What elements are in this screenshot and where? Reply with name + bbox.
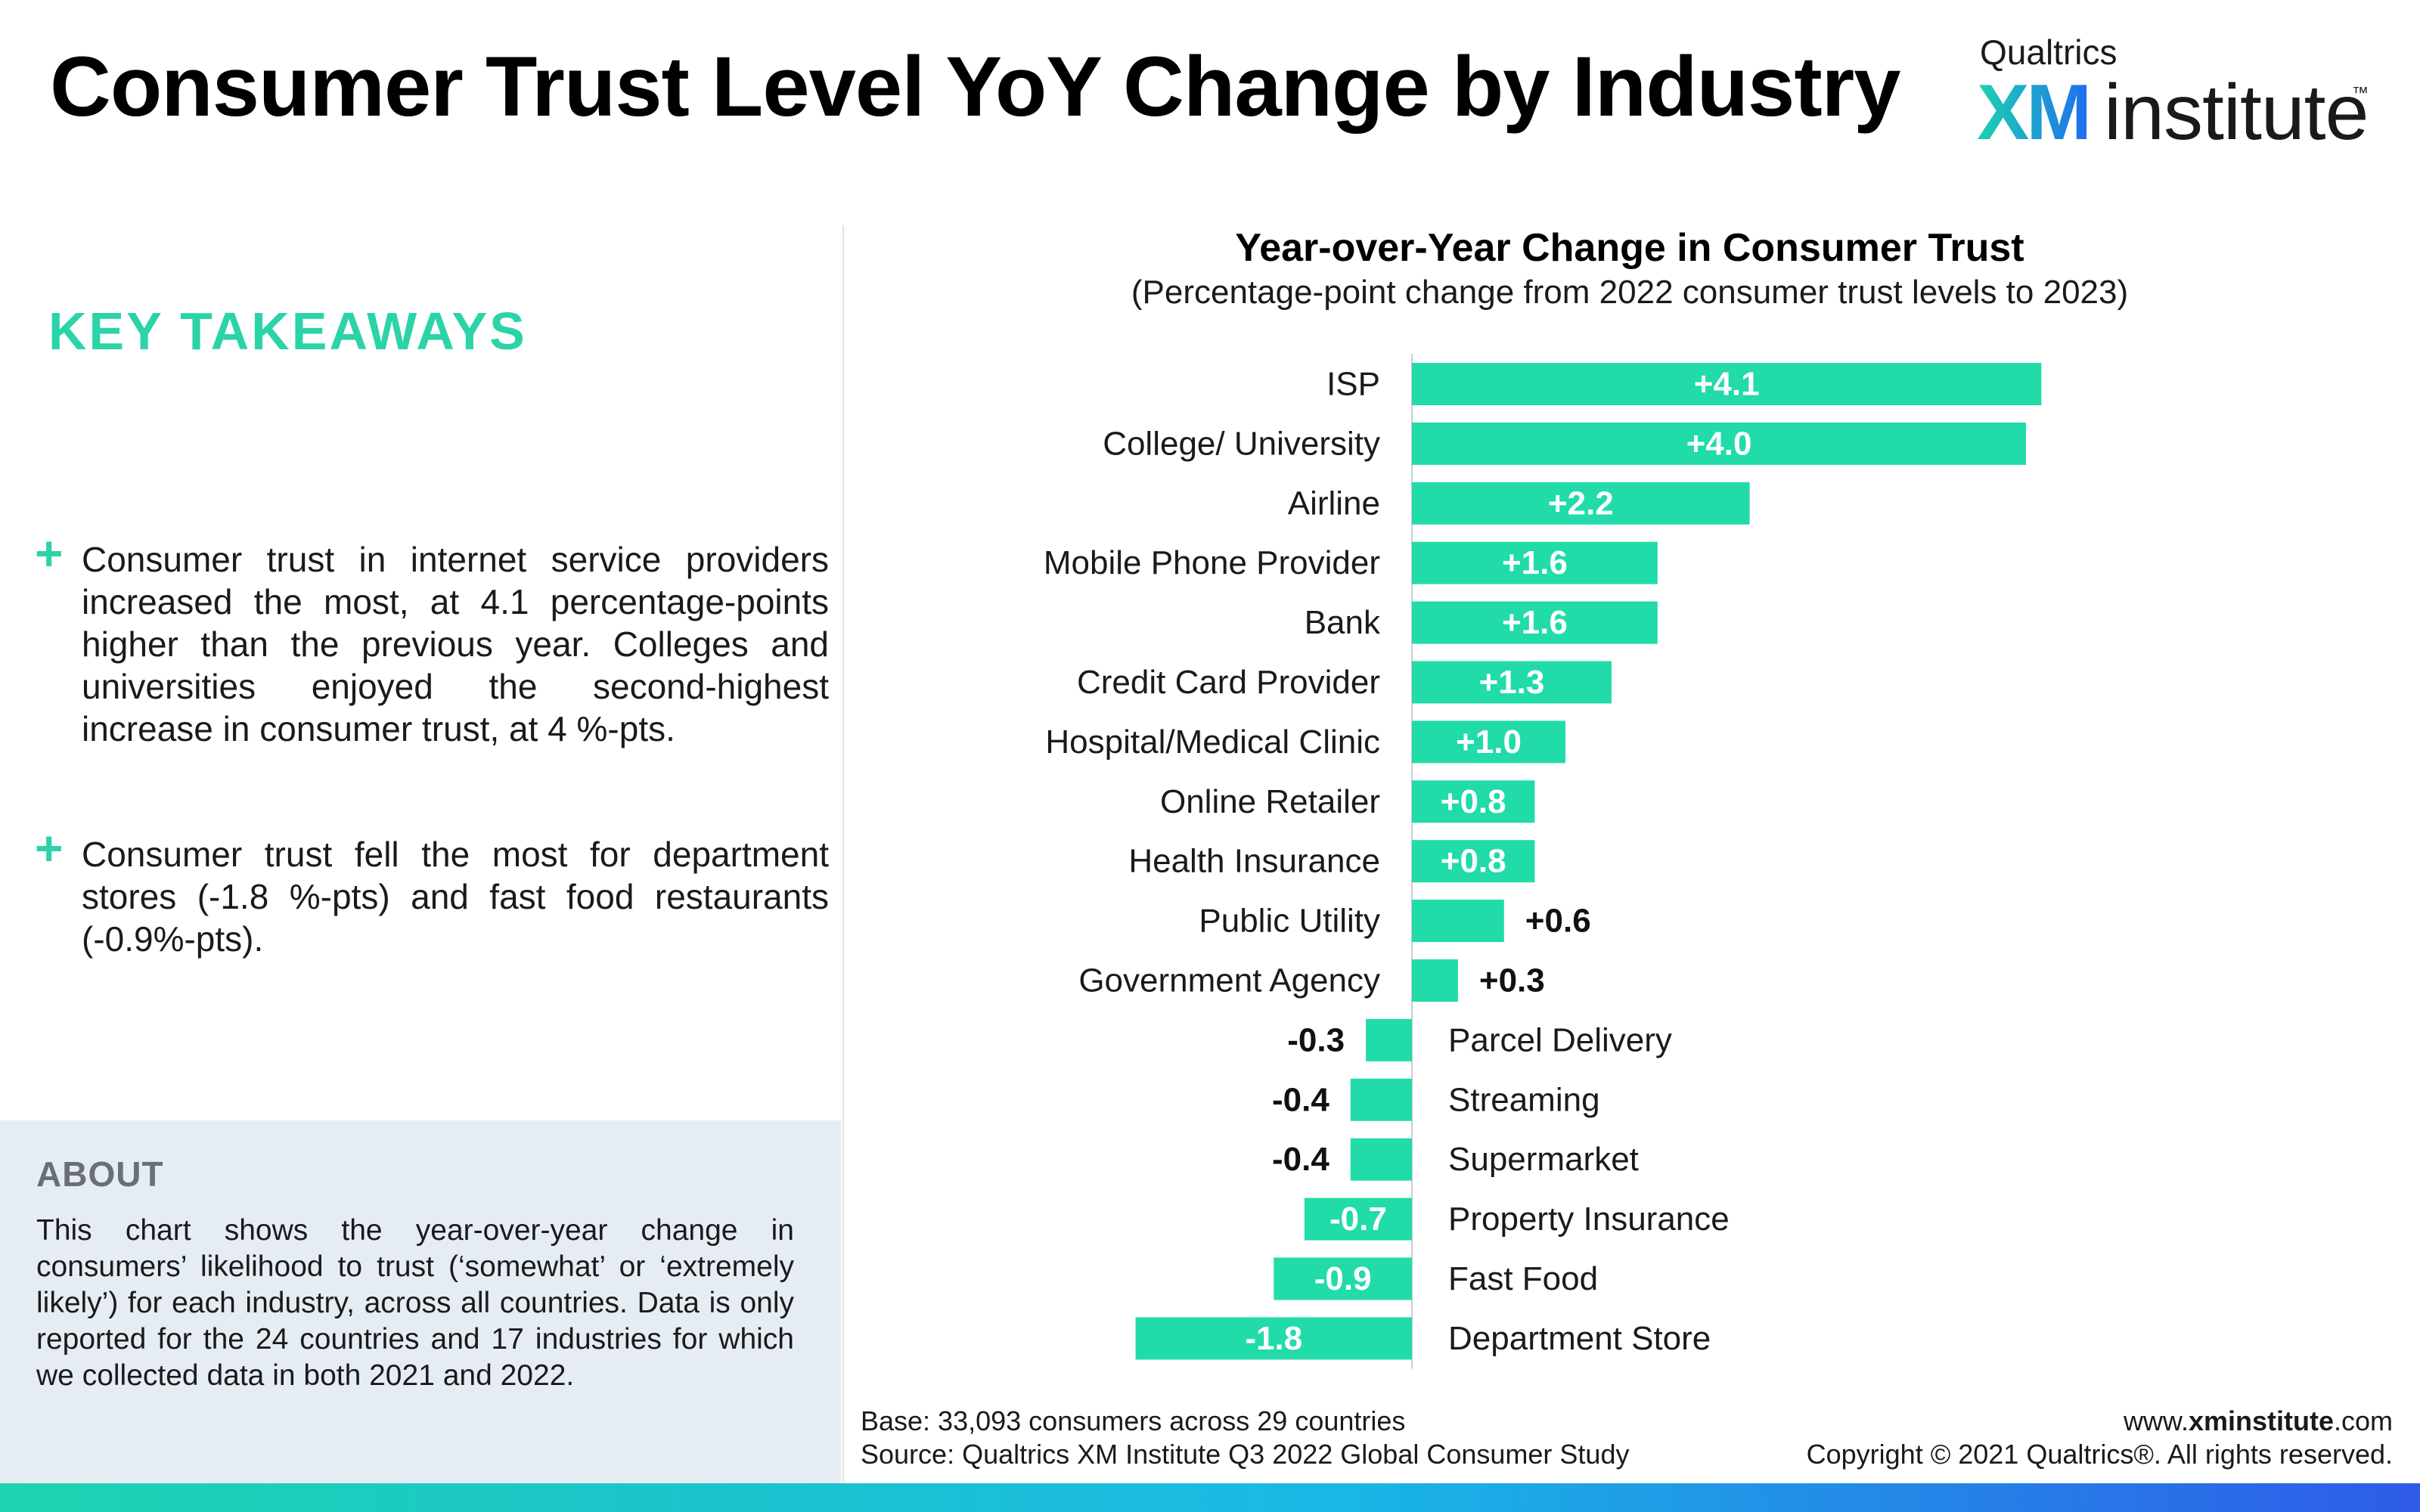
bar (1366, 1018, 1412, 1061)
bar (1412, 601, 1658, 644)
data-label: +4.0 (1686, 425, 1752, 462)
bar (1274, 1257, 1412, 1300)
data-label: -0.4 (1272, 1141, 1329, 1178)
footer-url[interactable]: www.xminstitute.com (1807, 1405, 2393, 1438)
category-label: ISP (1326, 366, 1380, 403)
footer-url-suffix: .com (2333, 1405, 2393, 1436)
category-label: College/ University (1103, 425, 1380, 462)
data-label: -0.9 (1314, 1260, 1372, 1297)
footer-url-bold: xminstitute (2188, 1405, 2334, 1436)
logo-institute-text: institute (2104, 69, 2369, 156)
about-title: ABOUT (36, 1154, 164, 1194)
bar (1412, 541, 1658, 584)
footer-copyright-text: Copyright © 2021 Qualtrics®. All rights … (1806, 1439, 2393, 1470)
chart-title: Year-over-Year Change in Consumer Trust (1235, 226, 2024, 270)
data-label: -1.8 (1245, 1320, 1302, 1357)
category-label: Streaming (1448, 1081, 1600, 1118)
category-label: Government Agency (1078, 962, 1380, 999)
bottom-gradient-bar (0, 1483, 2420, 1512)
category-label: Health Insurance (1128, 843, 1380, 880)
bar (1412, 840, 1535, 883)
footer-url-prefix: www. (2123, 1405, 2189, 1436)
takeaway-text: Consumer trust fell the most for departm… (82, 835, 829, 959)
footer-base-text: Base: 33,093 consumers across 29 countri… (861, 1405, 1406, 1436)
footer-source: Base: 33,093 consumers across 29 countri… (861, 1405, 1629, 1471)
category-label: Parcel Delivery (1448, 1021, 1672, 1058)
category-label: Bank (1305, 604, 1381, 641)
about-text: This chart shows the year-over-year chan… (36, 1214, 794, 1392)
bar (1412, 959, 1458, 1002)
about-panel (0, 1120, 841, 1483)
data-label: +1.0 (1456, 723, 1522, 761)
category-label: Hospital/Medical Clinic (1045, 723, 1380, 761)
takeaway-text: Consumer trust in internet service provi… (82, 540, 829, 748)
bar (1135, 1317, 1412, 1360)
data-label: +2.2 (1548, 485, 1614, 522)
bar (1412, 422, 2026, 465)
logo-trademark: ™ (2352, 83, 2369, 102)
bar (1412, 363, 2042, 405)
data-label: +4.1 (1694, 366, 1760, 403)
panel-divider (842, 225, 844, 1483)
bar (1304, 1198, 1412, 1241)
data-label: -0.3 (1287, 1021, 1345, 1058)
data-label: +0.6 (1525, 903, 1591, 940)
category-label: Airline (1288, 485, 1380, 522)
category-label: Online Retailer (1160, 783, 1380, 820)
xm-institute-logo: Qualtrics XM institute ™ (1977, 30, 2370, 156)
footer-source-text: Source: Qualtrics XM Institute Q3 2022 G… (861, 1439, 1630, 1470)
plus-icon: + (35, 821, 64, 875)
key-takeaways-heading: KEY TAKEAWAYS (48, 302, 527, 361)
category-label: Department Store (1448, 1320, 1711, 1357)
page-title: Consumer Trust Level YoY Change by Indus… (50, 39, 1900, 134)
bar (1412, 661, 1612, 704)
chart-subtitle: (Percentage-point change from 2022 consu… (1131, 274, 2129, 311)
category-label: Public Utility (1199, 903, 1380, 940)
bar (1412, 720, 1565, 764)
category-label: Fast Food (1448, 1260, 1598, 1297)
category-label: Mobile Phone Provider (1044, 544, 1380, 581)
data-label: +0.8 (1441, 783, 1506, 820)
plus-icon: + (35, 526, 64, 581)
data-label: -0.7 (1329, 1201, 1387, 1238)
data-label: +0.8 (1441, 843, 1506, 880)
bar (1412, 780, 1535, 823)
bar (1412, 900, 1504, 943)
logo-qualtrics-text: Qualtrics (1980, 33, 2118, 72)
bar (1412, 482, 1750, 525)
bar (1350, 1138, 1412, 1181)
data-label: +1.6 (1502, 604, 1568, 641)
bar (1350, 1078, 1412, 1121)
footer-copyright: www.xminstitute.com Copyright © 2021 Qua… (1807, 1405, 2393, 1471)
data-label: +1.6 (1502, 544, 1568, 581)
data-label: -0.4 (1272, 1081, 1329, 1118)
category-label: Property Insurance (1448, 1201, 1730, 1238)
logo-xm-text: XM (1977, 69, 2092, 156)
data-label: +0.3 (1479, 962, 1545, 999)
category-label: Credit Card Provider (1077, 664, 1380, 701)
data-label: +1.3 (1479, 664, 1545, 701)
category-label: Supermarket (1448, 1141, 1639, 1178)
